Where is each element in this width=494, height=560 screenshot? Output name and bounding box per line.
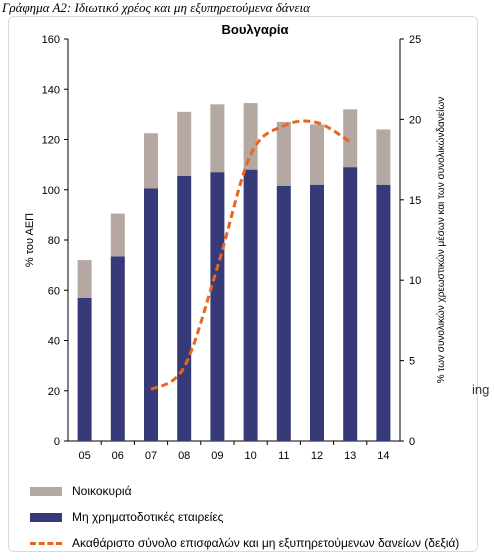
y2-tick-label: 5 bbox=[409, 356, 415, 368]
x-tick-label: 10 bbox=[244, 450, 256, 462]
y-tick-label: 160 bbox=[42, 34, 60, 46]
chart-title: Βουλγαρία bbox=[222, 22, 289, 37]
chart-svg: Βουλγαρία % του ΑΕΠ % των συνολικών χρεω… bbox=[24, 22, 447, 462]
x-tick-label: 13 bbox=[344, 450, 356, 462]
y-tick-label: 20 bbox=[48, 386, 60, 398]
bar-nfc bbox=[310, 184, 324, 441]
bar-households bbox=[243, 103, 258, 170]
bar-households bbox=[177, 111, 192, 176]
bar-nfc bbox=[276, 185, 291, 441]
cropped-text-fragment bbox=[40, 552, 340, 560]
bar-nfc bbox=[210, 172, 225, 441]
bar-nfc bbox=[177, 175, 192, 441]
x-tick-label: 05 bbox=[78, 450, 90, 462]
bar-nfc bbox=[343, 167, 358, 441]
npl-series-line bbox=[150, 119, 351, 391]
bar-households bbox=[210, 104, 225, 173]
x-tick-label: 07 bbox=[145, 450, 157, 462]
y2-axis-label: % των συνολικών χρεωστικών μέσων και των… bbox=[435, 97, 447, 384]
bar-nfc bbox=[376, 184, 391, 441]
y2-tick-label: 0 bbox=[409, 436, 415, 448]
bar-households bbox=[77, 260, 92, 298]
x-tick-label: 08 bbox=[178, 450, 190, 462]
legend-item-npl: Ακαθάριστο σύνολο επισφαλών και μη εξυπη… bbox=[30, 536, 459, 550]
figure-caption: Γράφημα Α2: Ιδιωτικό χρέος και μη εξυπηρ… bbox=[2, 0, 310, 15]
y-tick-label: 120 bbox=[42, 135, 60, 147]
legend-item-nfc: Μη χρηματοδοτικές εταιρείες bbox=[30, 510, 223, 524]
legend-swatch-households bbox=[30, 486, 62, 496]
y2-tick-label: 10 bbox=[409, 275, 421, 287]
y2-tick-label: 20 bbox=[409, 114, 421, 126]
x-tick-label: 12 bbox=[311, 450, 323, 462]
legend-label-nfc: Μη χρηματοδοτικές εταιρείες bbox=[72, 510, 224, 524]
x-tick-label: 11 bbox=[278, 450, 289, 462]
stray-text-fragment: ing bbox=[472, 382, 490, 397]
y2-tick-label: 15 bbox=[409, 195, 421, 207]
bar-nfc bbox=[77, 297, 92, 441]
y-tick-label: 40 bbox=[48, 336, 60, 348]
legend-label-households: Νοικοκυριά bbox=[72, 484, 132, 498]
x-tick-label: 14 bbox=[377, 450, 389, 462]
y-tick-label: 0 bbox=[54, 436, 60, 448]
y-tick-label: 100 bbox=[42, 185, 60, 197]
bar-households bbox=[343, 109, 358, 168]
bar-households bbox=[310, 124, 324, 185]
bar-nfc bbox=[144, 188, 158, 441]
bar-nfc bbox=[110, 256, 125, 441]
y2-tick-label: 25 bbox=[409, 34, 421, 46]
legend-swatch-nfc bbox=[30, 512, 62, 522]
legend-swatch-npl bbox=[30, 541, 62, 545]
y-tick-label: 140 bbox=[42, 84, 60, 96]
x-tick-label: 09 bbox=[211, 450, 223, 462]
bar-households bbox=[110, 213, 125, 257]
y-tick-label: 80 bbox=[48, 235, 60, 247]
bar-households bbox=[376, 129, 391, 185]
bar-households bbox=[276, 121, 291, 186]
x-tick-label: 06 bbox=[112, 450, 124, 462]
bar-households bbox=[144, 133, 158, 189]
legend-item-households: Νοικοκυριά bbox=[30, 484, 132, 498]
y-axis-label: % του ΑΕΠ bbox=[24, 213, 36, 267]
legend-label-npl: Ακαθάριστο σύνολο επισφαλών και μη εξυπη… bbox=[72, 536, 460, 550]
bar-nfc bbox=[243, 169, 258, 441]
y-tick-label: 60 bbox=[48, 285, 60, 297]
